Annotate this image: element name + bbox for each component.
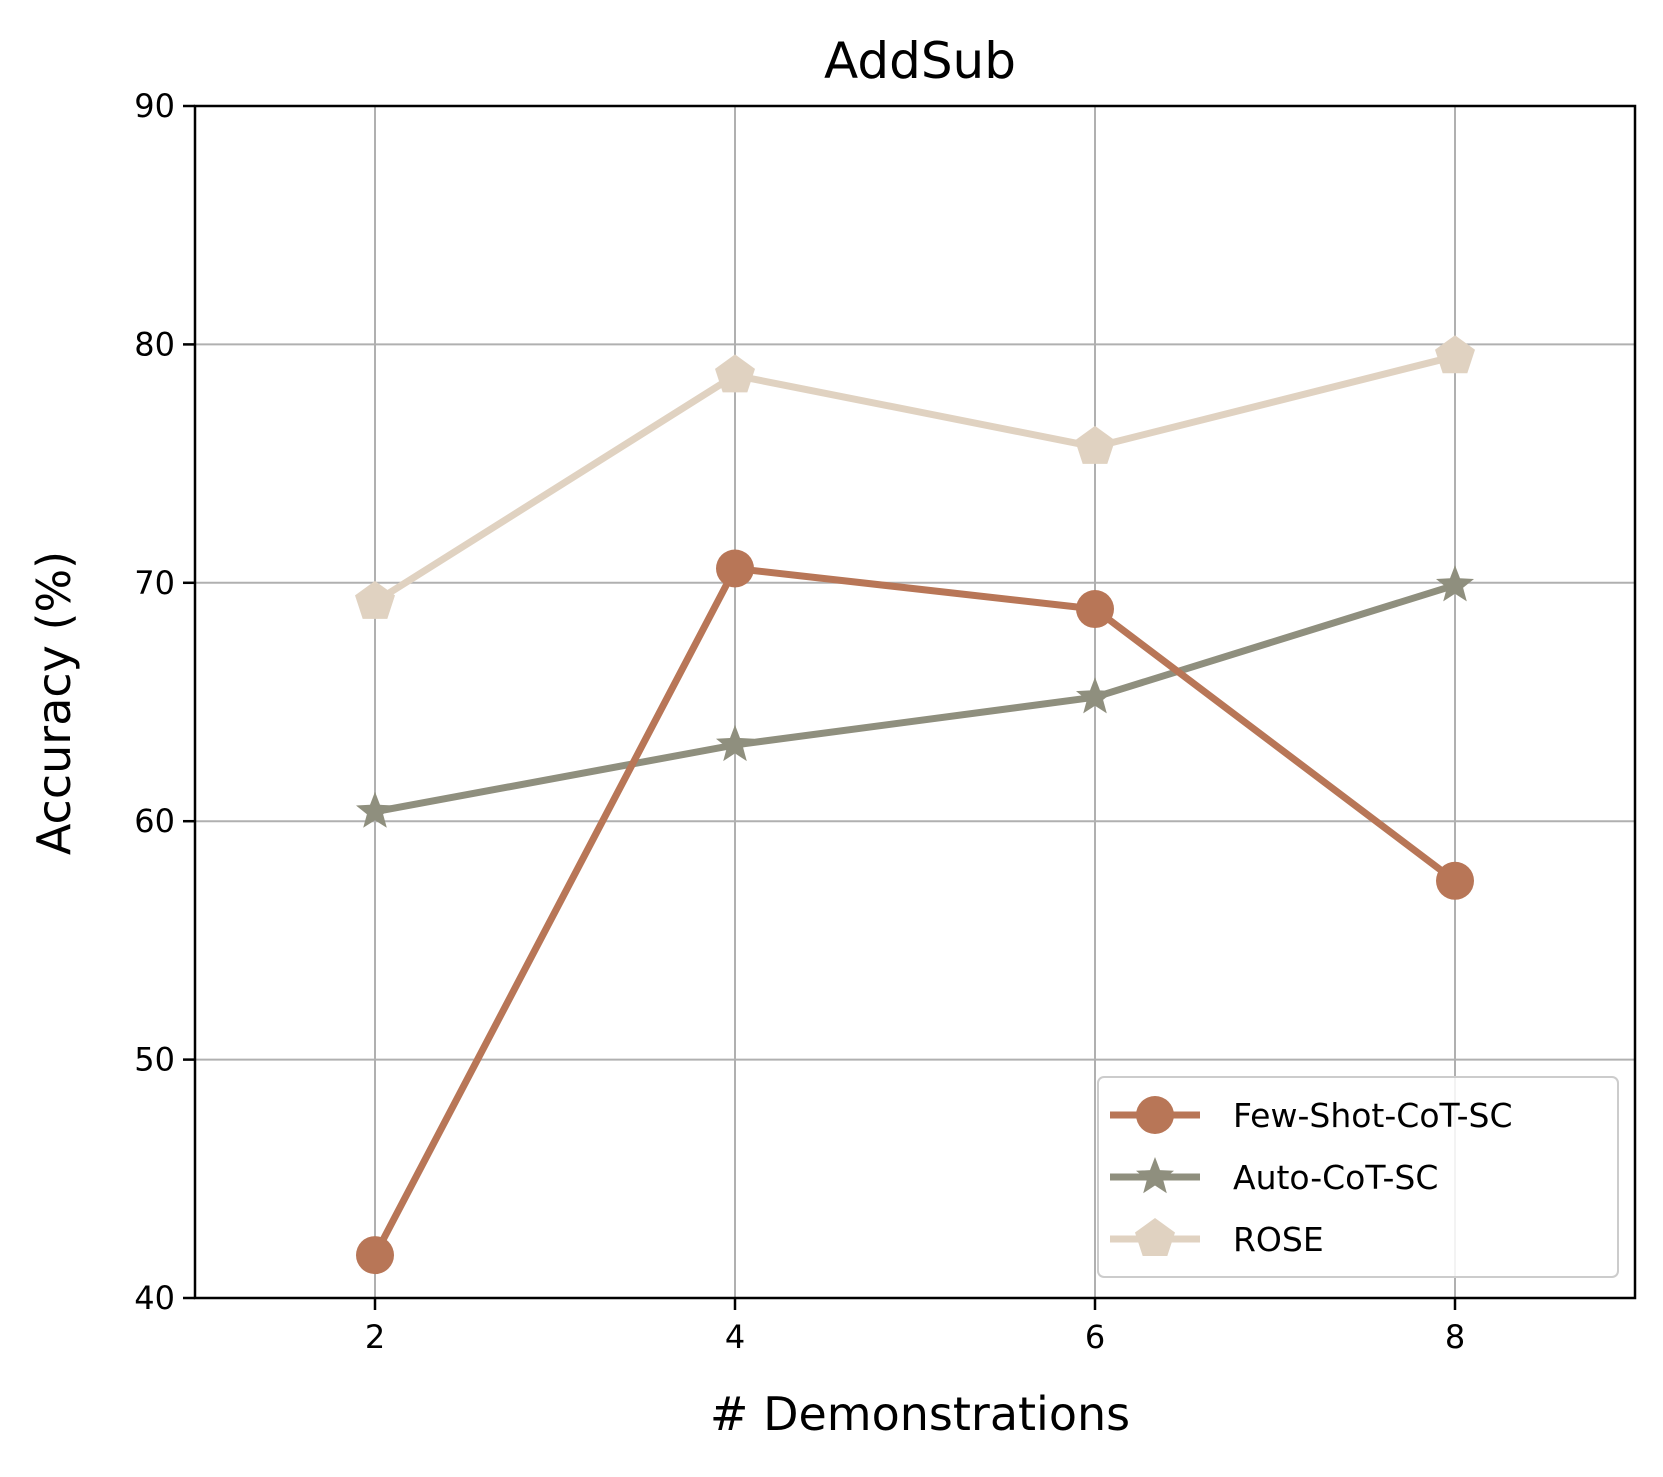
plot-frame — [193, 104, 1637, 1300]
y-axis-label: Accuracy (%) — [27, 551, 81, 855]
x-axis-label: # Demonstrations — [710, 1387, 1130, 1441]
data-point-auto-cot-sc — [356, 791, 394, 828]
data-point-few-shot-cot-sc — [716, 549, 754, 588]
series-layer — [355, 335, 1475, 1275]
legend-marker — [1136, 1096, 1174, 1134]
ticks: 2 4 6 8 40 50 60 70 80 90 — [134, 87, 1465, 1356]
legend-box — [1097, 1076, 1619, 1278]
data-point-auto-cot-sc — [1076, 677, 1114, 714]
y-tick-label: 70 — [134, 564, 175, 602]
y-tick-label: 40 — [134, 1279, 175, 1317]
y-tick-label: 60 — [134, 802, 175, 840]
legend-label: Few-Shot-CoT-SC — [1233, 1096, 1513, 1135]
legend-marker — [1136, 1157, 1174, 1194]
data-point-rose — [715, 354, 755, 393]
x-tick-label: 2 — [365, 1318, 385, 1356]
x-tick-label: 4 — [725, 1318, 745, 1356]
legend: Few-Shot-CoT-SC Auto-CoT-SC ROSE — [1097, 1076, 1619, 1278]
data-point-few-shot-cot-sc — [1436, 861, 1474, 900]
legend-marker — [1135, 1218, 1175, 1256]
data-point-rose — [355, 580, 395, 619]
legend-label: ROSE — [1233, 1220, 1324, 1259]
x-tick-label: 8 — [1445, 1318, 1465, 1356]
legend-label: Auto-CoT-SC — [1233, 1158, 1438, 1197]
data-point-rose — [1075, 425, 1115, 464]
data-point-rose — [1435, 335, 1475, 374]
legend-item-auto-cot-sc: Auto-CoT-SC — [1110, 1157, 1438, 1197]
series-line-few-shot-cot-sc — [371, 565, 1458, 1257]
data-point-few-shot-cot-sc — [356, 1236, 394, 1275]
y-tick-label: 90 — [134, 87, 175, 125]
series-line-auto-cot-sc — [374, 581, 1457, 816]
data-point-auto-cot-sc — [716, 724, 754, 762]
y-tick-label: 50 — [134, 1041, 175, 1079]
series-auto-cot-sc — [356, 565, 1474, 828]
series-line-rose — [373, 352, 1456, 605]
legend-item-few-shot-cot-sc: Few-Shot-CoT-SC — [1110, 1096, 1513, 1135]
legend-item-rose: ROSE — [1110, 1218, 1324, 1259]
x-tick-label: 6 — [1085, 1318, 1105, 1356]
y-tick-label: 80 — [134, 325, 175, 363]
series-few-shot-cot-sc — [356, 549, 1474, 1275]
chart-title: AddSub — [824, 32, 1016, 90]
data-point-auto-cot-sc — [1436, 565, 1474, 602]
data-point-few-shot-cot-sc — [1076, 590, 1114, 629]
series-rose — [355, 335, 1475, 619]
